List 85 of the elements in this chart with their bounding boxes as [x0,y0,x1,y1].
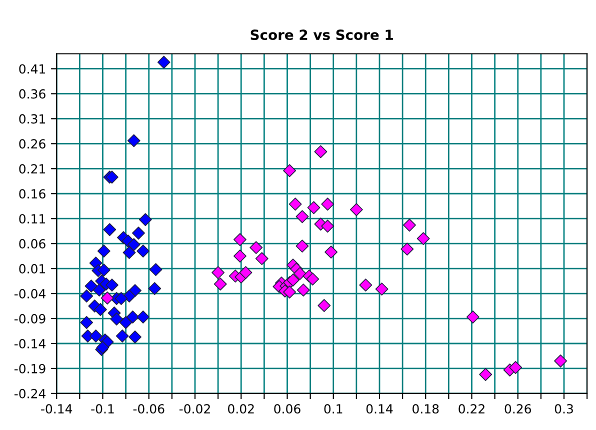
point [350,203,363,216]
point [288,198,302,211]
point [403,218,416,232]
point [283,164,296,178]
point [97,264,110,277]
point [136,244,150,258]
point [479,368,492,381]
point [233,233,246,246]
y-tick-label: 0.31 [19,114,46,124]
point [416,232,430,246]
point [321,220,334,233]
y-tick-label: 0.26 [19,139,46,149]
point [127,134,140,148]
point [80,290,94,303]
x-tick-label: -0.14 [41,404,72,414]
point [97,244,110,258]
point [92,284,106,297]
x-tick-label: 0.1 [324,404,342,414]
y-tick-label: -0.19 [14,364,46,374]
point [127,238,140,252]
point [214,278,227,291]
point [128,330,142,344]
y-tick-label: -0.14 [14,338,46,348]
point [296,284,310,297]
y-tick-label: 0.41 [19,64,46,74]
point [321,198,334,211]
point [324,246,338,259]
point [89,330,102,342]
point [136,310,150,324]
point [250,241,263,254]
point [296,210,309,224]
y-tick-label: 0.21 [19,164,46,174]
point [293,267,306,280]
point [239,266,252,280]
point [255,252,268,266]
point [306,272,320,286]
point [307,201,320,214]
point [138,213,152,226]
point [400,242,414,256]
point [80,316,94,329]
point [103,223,116,236]
point [314,145,328,158]
x-tick-label: -0.06 [133,404,164,414]
x-tick-label: 0.14 [366,404,393,414]
point [318,299,331,312]
point [132,226,145,240]
chart-title: Score 2 vs Score 1 [250,30,393,40]
point [359,278,372,292]
x-tick-label: 0.22 [458,404,484,414]
point [509,361,522,374]
y-tick-label: -0.04 [14,289,46,298]
point [100,292,114,305]
point [105,278,118,292]
x-tick-label: 0.18 [412,404,439,414]
y-tick-label: 0.36 [19,89,46,99]
point [114,292,128,306]
point [122,246,136,260]
point [110,312,124,326]
x-tick-label: -0.02 [179,404,210,414]
x-tick-label: 0.02 [228,404,254,414]
x-tick-label: 0.3 [554,404,573,414]
point [466,310,480,324]
point [212,266,225,280]
point [116,330,129,342]
y-tick-label: 0.16 [19,189,46,199]
point [149,263,162,276]
x-tick-label: -0.1 [91,404,114,414]
y-tick-label: 0.06 [19,239,46,249]
point [148,282,162,296]
y-tick-label: 0.11 [19,214,46,224]
point [84,280,98,293]
x-tick-label: 0.06 [274,404,300,414]
point [283,286,296,299]
point [554,354,568,368]
point [157,56,170,69]
point [286,274,300,287]
point [233,250,246,263]
point [94,303,107,316]
y-tick-label: -0.24 [14,388,46,398]
y-tick-label: 0.01 [19,264,46,274]
point [119,316,132,329]
y-tick-label: -0.09 [14,314,46,324]
point [296,240,309,253]
point [375,282,388,296]
x-tick-label: 0.26 [504,404,531,414]
